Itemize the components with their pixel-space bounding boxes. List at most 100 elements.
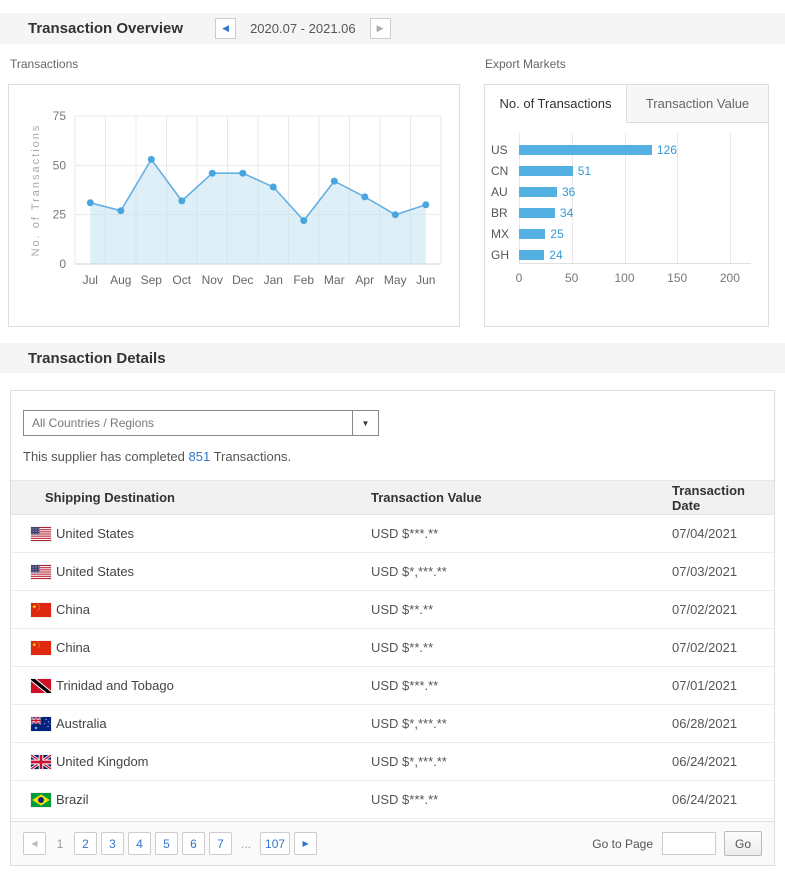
prev-page-button[interactable]: ◀ bbox=[23, 832, 46, 855]
us-flag-icon bbox=[31, 527, 51, 541]
bar-value-label: 34 bbox=[559, 205, 574, 220]
bar-cn bbox=[519, 165, 573, 176]
svg-text:25: 25 bbox=[53, 208, 67, 222]
transactions-chart-title: Transactions bbox=[10, 57, 79, 71]
svg-text:Dec: Dec bbox=[232, 273, 253, 287]
left-arrow-icon: ◀ bbox=[31, 838, 38, 848]
bar-value-label: 126 bbox=[656, 142, 677, 157]
bar-category-label: BR bbox=[491, 205, 508, 220]
transaction-value-cell: USD $***.** bbox=[361, 666, 662, 705]
details-title: Transaction Details bbox=[28, 349, 166, 367]
country-name: China bbox=[56, 602, 90, 617]
tab-no-of-transactions[interactable]: No. of Transactions bbox=[485, 85, 627, 123]
bar-us bbox=[519, 144, 652, 155]
gb-flag-icon bbox=[31, 755, 51, 769]
bar-track: 24 bbox=[519, 248, 768, 262]
country-name: United Kingdom bbox=[56, 754, 149, 769]
bar-track: 36 bbox=[519, 185, 768, 199]
table-header-row: Shipping Destination Transaction Value T… bbox=[11, 480, 774, 515]
bar-row-au: AU 36 bbox=[485, 181, 768, 202]
go-button[interactable]: Go bbox=[724, 831, 762, 856]
bar-gridline bbox=[571, 133, 573, 263]
bar-category-label: GH bbox=[491, 247, 509, 262]
bar-category-label: CN bbox=[491, 163, 509, 178]
svg-text:Sep: Sep bbox=[141, 273, 163, 287]
country-filter-value: All Countries / Regions bbox=[32, 416, 155, 430]
export-markets-title: Export Markets bbox=[485, 57, 566, 71]
transaction-value-cell: USD $*,***.** bbox=[361, 704, 662, 743]
bar-gridline bbox=[624, 133, 626, 263]
next-page-button[interactable]: ▶ bbox=[294, 832, 318, 855]
page-3-button[interactable]: 3 bbox=[101, 832, 124, 855]
svg-text:50: 50 bbox=[53, 158, 67, 172]
svg-text:Aug: Aug bbox=[110, 273, 131, 287]
transactions-table: Shipping Destination Transaction Value T… bbox=[11, 480, 774, 819]
country-name: United States bbox=[56, 526, 135, 541]
bar-track: 126 bbox=[519, 143, 768, 157]
shipping-destination-cell: United Kingdom bbox=[11, 742, 361, 781]
table-row: Trinidad and Tobago USD $***.** 07/01/20… bbox=[11, 666, 774, 705]
right-arrow-icon: ▶ bbox=[376, 23, 384, 33]
export-markets-tabs: No. of Transactions Transaction Value bbox=[485, 85, 768, 123]
bar-category-label: MX bbox=[491, 226, 509, 241]
overview-header-bar: Transaction Overview ◀ 2020.07 - 2021.06… bbox=[0, 13, 785, 44]
transaction-date-cell: 07/03/2021 bbox=[662, 552, 774, 591]
table-row: United States USD $***.** 07/04/2021 bbox=[11, 514, 774, 553]
page-4-button[interactable]: 4 bbox=[128, 832, 151, 855]
country-name: United States bbox=[56, 564, 135, 579]
page-2-button[interactable]: 2 bbox=[74, 832, 97, 855]
shipping-destination-cell: China bbox=[11, 628, 361, 667]
bar-value-label: 51 bbox=[577, 163, 592, 178]
bar-br bbox=[519, 207, 555, 218]
chevron-down-icon: ▼ bbox=[361, 418, 370, 428]
bar-gridline bbox=[729, 133, 731, 263]
col-transaction-value: Transaction Value bbox=[361, 480, 662, 515]
country-name: Brazil bbox=[56, 792, 89, 807]
tab-transaction-value[interactable]: Transaction Value bbox=[627, 85, 768, 123]
us-flag-icon bbox=[31, 565, 51, 579]
svg-text:0: 0 bbox=[59, 257, 66, 271]
page-5-button[interactable]: 5 bbox=[155, 832, 178, 855]
transaction-value-cell: USD $**.** bbox=[361, 590, 662, 629]
country-filter-dropdown[interactable]: All Countries / Regions ▼ bbox=[23, 410, 379, 436]
left-arrow-icon: ◀ bbox=[222, 23, 230, 33]
svg-text:Jun: Jun bbox=[416, 273, 435, 287]
tt-flag-icon bbox=[31, 679, 51, 693]
transaction-value-cell: USD $*,***.** bbox=[361, 552, 662, 591]
transaction-value-cell: USD $***.** bbox=[361, 780, 662, 819]
bar-value-label: 25 bbox=[550, 226, 564, 241]
col-shipping-destination: Shipping Destination bbox=[11, 480, 361, 515]
export-markets-bar-chart: US 126 CN 51 AU bbox=[485, 123, 768, 326]
table-row: Australia USD $*,***.** 06/28/2021 bbox=[11, 704, 774, 743]
table-row: China USD $**.** 07/02/2021 bbox=[11, 590, 774, 629]
transaction-count-link[interactable]: 851 bbox=[188, 449, 211, 464]
table-row: Brazil USD $***.** 06/24/2021 bbox=[11, 780, 774, 819]
transaction-date-cell: 07/02/2021 bbox=[662, 628, 774, 667]
dropdown-arrow-button[interactable]: ▼ bbox=[352, 411, 378, 435]
bar-gridline bbox=[519, 133, 520, 263]
shipping-destination-cell: Brazil bbox=[11, 780, 361, 819]
summary-prefix: This supplier has completed bbox=[23, 449, 189, 464]
date-range-label: 2020.07 - 2021.06 bbox=[250, 21, 356, 36]
au-flag-icon bbox=[31, 717, 51, 731]
goto-page-input[interactable] bbox=[662, 832, 716, 855]
country-name: Trinidad and Tobago bbox=[56, 678, 174, 693]
page-6-button[interactable]: 6 bbox=[182, 832, 205, 855]
bar-axis-tick: 100 bbox=[614, 271, 635, 285]
page-7-button[interactable]: 7 bbox=[209, 832, 232, 855]
prev-period-button[interactable]: ◀ bbox=[215, 18, 237, 39]
page-107-button[interactable]: 107 bbox=[260, 832, 291, 855]
date-range-nav: ◀ 2020.07 - 2021.06 ▶ bbox=[215, 18, 391, 39]
bar-value-label: 24 bbox=[549, 247, 563, 262]
col-transaction-date: Transaction Date bbox=[662, 480, 774, 515]
bar-axis-tick: 150 bbox=[667, 271, 688, 285]
goto-page-label: Go to Page bbox=[592, 836, 653, 851]
next-period-button[interactable]: ▶ bbox=[369, 18, 391, 39]
right-arrow-icon: ▶ bbox=[302, 838, 309, 848]
svg-text:75: 75 bbox=[53, 109, 67, 123]
bar-row-cn: CN 51 bbox=[485, 160, 768, 181]
shipping-destination-cell: Australia bbox=[11, 704, 361, 743]
transaction-date-cell: 07/02/2021 bbox=[662, 590, 774, 629]
transaction-date-cell: 06/24/2021 bbox=[662, 742, 774, 781]
